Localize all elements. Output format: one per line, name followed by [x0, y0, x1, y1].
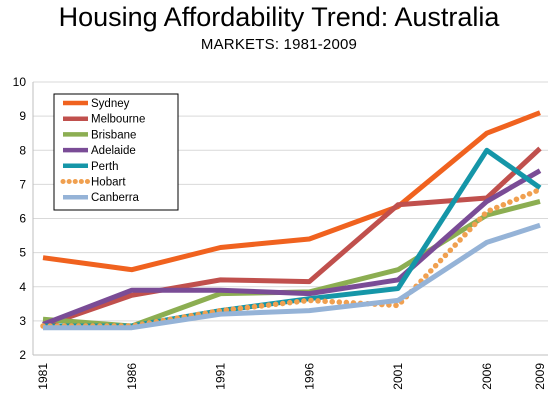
- x-tick-label: 1996: [302, 363, 316, 390]
- y-tick-label: 3: [19, 314, 26, 328]
- legend-label: Brisbane: [91, 129, 136, 141]
- x-tick-label: 1991: [214, 363, 228, 390]
- legend-label: Melbourne: [91, 114, 145, 126]
- chart-subtitle: MARKETS: 1981-2009: [200, 36, 358, 53]
- legend-label: Canberra: [91, 192, 140, 204]
- x-tick-label: 2009: [533, 363, 547, 390]
- x-tick-label: 1981: [36, 363, 50, 390]
- y-tick-label: 5: [19, 246, 26, 260]
- legend-label: Perth: [91, 161, 119, 173]
- legend-label: Adelaide: [91, 145, 136, 157]
- y-tick-label: 4: [19, 280, 26, 294]
- series-line-hobart: [40, 186, 543, 329]
- series-line-melbourne: [42, 146, 542, 329]
- chart-title: Housing Affordability Trend: Australia: [58, 2, 500, 32]
- y-tick-label: 8: [19, 143, 26, 157]
- y-tick-label: 10: [13, 75, 27, 89]
- legend-label: Hobart: [91, 177, 126, 189]
- axes: [32, 82, 548, 356]
- x-tick-label: 1986: [125, 363, 139, 390]
- y-tick-label: 6: [19, 212, 26, 226]
- y-tick-label: 2: [19, 348, 26, 362]
- series-line-sydney: [42, 110, 541, 273]
- legend-label: Sydney: [91, 98, 130, 110]
- legend: Sydney Melbourne Brisbane Adelaide Perth Hoba…: [53, 93, 179, 211]
- x-tick-label: 2006: [480, 363, 494, 390]
- x-tick-labels: 1981 1986 1991 1996 2001 2006 2009: [36, 363, 547, 390]
- series-line-adelaide: [42, 168, 542, 327]
- x-tick-label: 2001: [391, 363, 405, 390]
- y-tick-label: 7: [19, 177, 26, 191]
- y-tick-labels: 2 3 4 5 6 7 8 9 10: [13, 75, 27, 362]
- y-tick-label: 9: [19, 109, 26, 123]
- series-lines: [40, 110, 543, 331]
- series-line-canberra: [43, 222, 541, 331]
